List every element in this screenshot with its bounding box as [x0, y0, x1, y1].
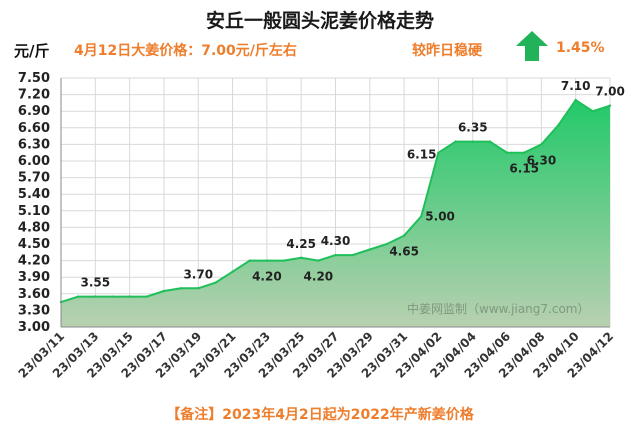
footnote: 【备注】2023年4月2日起为2022年产新姜价格: [166, 407, 474, 423]
y-tick-label: 6.00: [18, 154, 50, 169]
y-tick-label: 3.60: [18, 287, 50, 302]
data-label: 4.20: [304, 270, 334, 284]
up-arrow-icon: [516, 31, 548, 61]
data-label: 7.10: [561, 79, 591, 93]
data-point: [385, 242, 389, 246]
y-tick-label: 5.40: [18, 187, 50, 202]
data-label: 4.25: [286, 237, 316, 251]
data-point: [111, 295, 114, 298]
data-point: [591, 110, 595, 113]
unit-label: 元/斤: [14, 42, 50, 60]
chart-title: 安丘一般圆头泥姜价格走势: [205, 10, 434, 32]
data-point: [214, 281, 217, 284]
data-point: [231, 270, 234, 273]
data-label: 7.00: [595, 85, 625, 99]
y-tick-label: 3.90: [18, 270, 50, 285]
data-point: [368, 248, 372, 251]
price-area: [61, 100, 610, 327]
y-tick-label: 6.30: [18, 137, 50, 152]
data-point: [265, 259, 269, 262]
y-tick-label: 5.70: [18, 171, 50, 186]
data-point: [351, 253, 354, 257]
data-point: [402, 234, 406, 237]
data-point: [282, 259, 286, 262]
compare-label: 较昨日稳硬: [412, 43, 482, 59]
data-point: [317, 259, 320, 262]
data-point: [471, 140, 474, 143]
y-tick-label: 4.80: [18, 220, 50, 235]
data-point: [145, 295, 148, 298]
y-tick-label: 4.20: [18, 254, 50, 269]
data-label: 6.35: [458, 121, 488, 135]
y-tick-label: 7.20: [18, 88, 50, 103]
data-label: 3.70: [183, 267, 213, 281]
data-point: [299, 256, 303, 260]
price-text: 4月12日大姜价格：7.00元/斤左右: [74, 43, 297, 59]
data-label: 6.15: [407, 148, 437, 162]
data-label: 5.00: [425, 209, 455, 223]
data-point: [505, 151, 509, 154]
watermark-text: 中姜网监制（www.jiang7.com）: [407, 302, 590, 316]
data-label: 4.65: [389, 245, 419, 259]
data-point: [608, 104, 612, 107]
data-label: 6.30: [527, 153, 557, 167]
data-point: [179, 287, 183, 290]
y-tick-label: 3.30: [18, 303, 50, 318]
data-label: 6.15: [509, 162, 539, 176]
data-point: [557, 123, 560, 127]
data-point: [334, 253, 337, 257]
y-tick-label: 6.90: [18, 104, 50, 119]
data-point: [574, 98, 577, 102]
y-tick-label: 5.10: [18, 204, 50, 219]
y-tick-label: 3.00: [18, 320, 50, 335]
data-point: [437, 151, 440, 154]
data-point: [94, 295, 97, 298]
y-tick-label: 6.60: [18, 121, 50, 136]
y-tick-label: 7.50: [18, 71, 50, 86]
y-tick-label: 4.50: [18, 237, 50, 252]
data-label: 3.55: [81, 276, 111, 290]
data-label: 4.30: [321, 234, 351, 248]
data-point: [454, 140, 457, 143]
data-point: [76, 295, 80, 298]
data-label: 4.20: [252, 270, 282, 284]
data-point: [128, 295, 131, 298]
data-point: [540, 143, 543, 146]
data-point: [248, 259, 251, 262]
change-percent: 1.45%: [556, 40, 605, 56]
data-point: [523, 151, 526, 154]
data-point: [420, 215, 423, 218]
data-point: [162, 289, 166, 293]
data-point: [197, 287, 200, 290]
data-point: [488, 140, 492, 143]
